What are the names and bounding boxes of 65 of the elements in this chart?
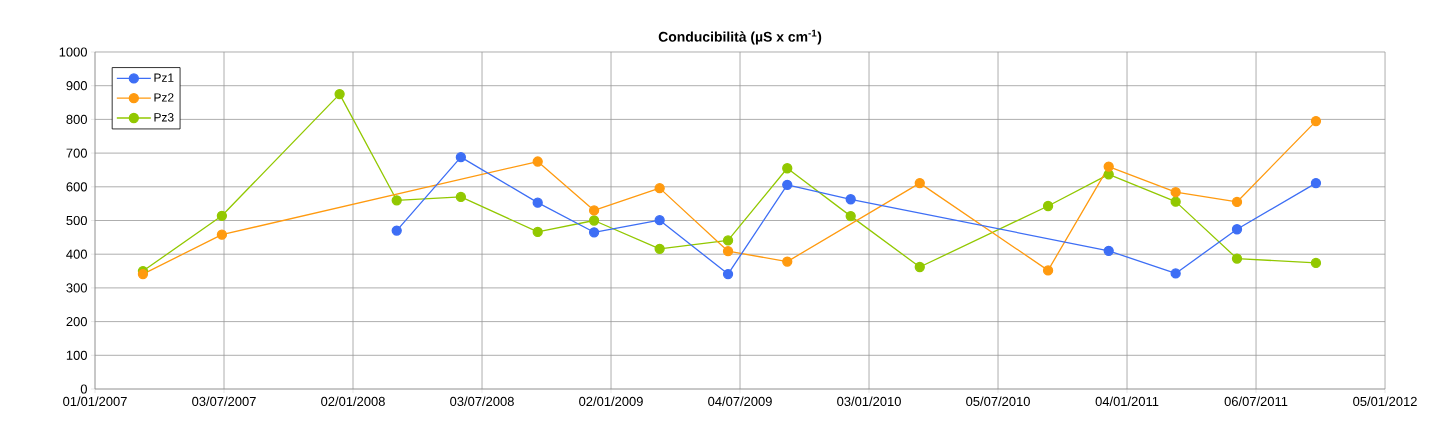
y-tick-label: 400: [66, 249, 87, 259]
point: [722, 246, 734, 257]
point: [1170, 187, 1181, 198]
x-tick-label: 02/01/2009: [579, 396, 643, 407]
y-tick-label: 1000: [59, 47, 87, 57]
x-tick-label: 03/07/2008: [450, 396, 514, 407]
point: [782, 256, 793, 267]
chart-title: Conducibilità (µS x cm$^{-1}$): [658, 29, 822, 45]
point: [914, 177, 925, 189]
point: [391, 195, 402, 206]
x-tick-label: 04/01/2011: [1095, 396, 1159, 407]
point: [1231, 224, 1243, 235]
point: [455, 151, 467, 163]
point: [532, 197, 543, 208]
y-tick-label: 500: [66, 215, 87, 226]
x-tick-label: 06/07/2011: [1224, 396, 1288, 407]
x-tick-label: 03/01/2010: [837, 396, 901, 407]
point: [782, 163, 793, 174]
x-tick-label: 03/07/2007: [192, 396, 256, 407]
point: [455, 191, 467, 203]
point: [722, 268, 734, 280]
point: [532, 226, 543, 238]
point: [588, 227, 600, 238]
legend-label: Pz1: [154, 73, 174, 82]
y-tick-label: 800: [66, 114, 87, 124]
y-tick-label: 700: [66, 148, 87, 158]
y-tick-label: 200: [66, 317, 87, 327]
y-tick-label: 600: [66, 182, 87, 192]
y-tick-label: 100: [66, 350, 87, 360]
point: [1042, 265, 1054, 276]
x-tick-label: 05/01/2012: [1353, 396, 1417, 407]
point: [782, 179, 793, 190]
point: [334, 88, 345, 100]
x-tick-label: 02/01/2008: [321, 396, 385, 407]
point: [588, 205, 600, 216]
point: [1042, 200, 1054, 212]
point: [1310, 115, 1322, 127]
point: [1310, 177, 1322, 189]
point: [654, 182, 665, 194]
x-tick-label: 01/01/2007: [63, 396, 127, 407]
point: [1310, 257, 1322, 269]
point: [1103, 161, 1114, 172]
point: [845, 194, 856, 205]
x-tick-label: 05/07/2010: [966, 396, 1030, 407]
point: [588, 215, 600, 226]
point: [845, 210, 856, 222]
point: [654, 243, 665, 254]
point: [1231, 253, 1243, 264]
point: [1103, 245, 1114, 256]
point: [914, 261, 925, 273]
point: [1170, 196, 1181, 207]
x-tick-label: 04/07/2009: [708, 396, 772, 407]
point: [1170, 268, 1181, 279]
legend-label: Pz2: [154, 93, 174, 102]
point: [722, 235, 734, 246]
point: [391, 225, 402, 236]
y-tick-label: 900: [66, 81, 87, 91]
point: [216, 229, 228, 240]
point: [216, 210, 228, 221]
y-tick-label: 0: [80, 384, 87, 394]
point: [532, 156, 543, 167]
y-tick-label: 300: [66, 283, 87, 293]
point: [1231, 196, 1243, 208]
legend-label: Pz3: [154, 113, 174, 122]
point: [654, 215, 665, 226]
